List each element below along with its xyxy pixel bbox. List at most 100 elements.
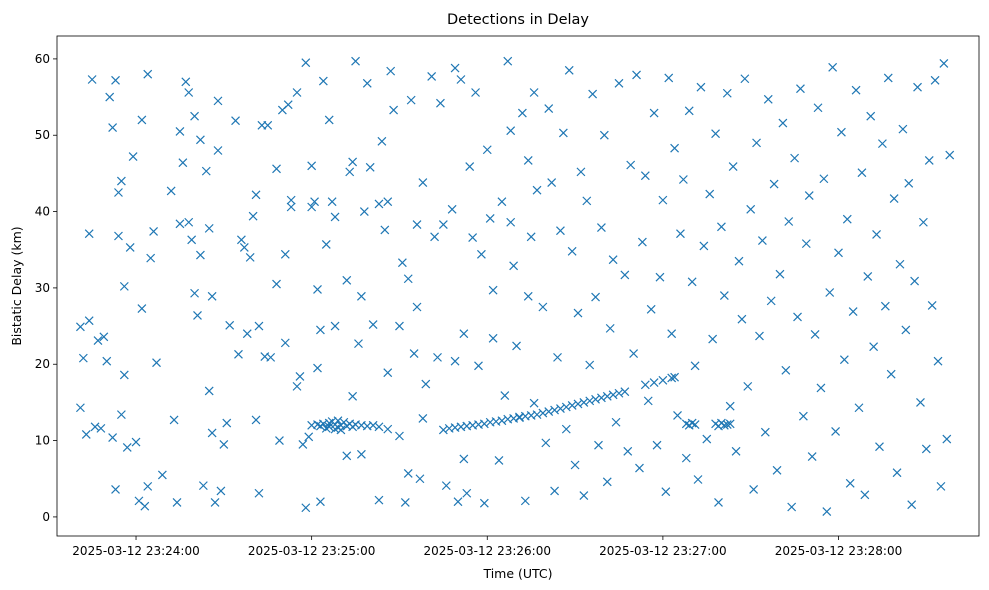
data-point bbox=[102, 356, 112, 366]
data-point bbox=[673, 410, 682, 420]
data-point bbox=[216, 486, 226, 496]
data-point bbox=[447, 204, 457, 214]
y-tick-label: 10 bbox=[35, 434, 50, 448]
data-point bbox=[339, 417, 349, 427]
data-point bbox=[875, 442, 884, 452]
data-point bbox=[263, 120, 273, 130]
data-point bbox=[515, 413, 524, 423]
data-point bbox=[166, 186, 176, 196]
data-point bbox=[872, 230, 881, 239]
data-point bbox=[93, 336, 103, 346]
data-point bbox=[438, 220, 448, 229]
data-point bbox=[254, 321, 264, 331]
data-point bbox=[599, 130, 609, 140]
data-point bbox=[807, 452, 817, 462]
data-point bbox=[87, 75, 97, 84]
data-point bbox=[286, 195, 296, 205]
data-point bbox=[234, 349, 243, 359]
data-point bbox=[304, 432, 314, 442]
data-point bbox=[310, 197, 319, 207]
y-tick-label: 30 bbox=[35, 281, 50, 295]
data-point bbox=[763, 94, 773, 104]
data-point bbox=[816, 383, 826, 393]
data-point bbox=[643, 396, 653, 406]
data-point bbox=[201, 166, 211, 176]
data-point bbox=[687, 277, 697, 287]
data-point bbox=[755, 331, 764, 341]
chart-title: Detections in Delay bbox=[447, 12, 589, 28]
data-point bbox=[374, 495, 384, 505]
data-point bbox=[933, 356, 943, 366]
data-point bbox=[678, 175, 688, 184]
data-point bbox=[348, 391, 358, 401]
data-point bbox=[591, 394, 600, 404]
data-point bbox=[822, 507, 832, 516]
data-point bbox=[96, 423, 106, 433]
data-point bbox=[839, 355, 849, 365]
data-point bbox=[450, 63, 460, 73]
data-point bbox=[500, 391, 510, 400]
data-point bbox=[175, 126, 185, 136]
data-point bbox=[667, 329, 677, 339]
data-point bbox=[348, 157, 358, 167]
data-point bbox=[143, 69, 153, 79]
data-point bbox=[251, 415, 261, 425]
data-point bbox=[119, 370, 129, 380]
data-point bbox=[608, 255, 618, 265]
x-tick-label: 2025-03-12 23:26:00 bbox=[424, 544, 551, 558]
data-point bbox=[397, 258, 407, 268]
data-point bbox=[942, 434, 952, 444]
data-point bbox=[605, 323, 615, 333]
data-point bbox=[570, 460, 580, 470]
data-point bbox=[945, 150, 955, 160]
data-point bbox=[936, 481, 946, 491]
data-point bbox=[272, 279, 281, 289]
data-point bbox=[418, 414, 428, 423]
data-point bbox=[342, 451, 352, 461]
data-point bbox=[307, 161, 317, 171]
data-point bbox=[740, 74, 750, 84]
data-point bbox=[649, 378, 659, 387]
data-point bbox=[711, 129, 720, 139]
data-point bbox=[114, 231, 123, 241]
data-point bbox=[298, 439, 308, 449]
data-point bbox=[395, 321, 404, 331]
data-point bbox=[752, 138, 761, 148]
data-point bbox=[845, 478, 855, 488]
data-point bbox=[693, 475, 703, 484]
data-point bbox=[594, 440, 603, 450]
data-point bbox=[658, 195, 668, 205]
data-point bbox=[75, 403, 85, 413]
data-point bbox=[722, 88, 732, 98]
data-point bbox=[916, 397, 925, 407]
data-point bbox=[90, 422, 100, 432]
data-point bbox=[374, 199, 384, 209]
data-point bbox=[921, 444, 931, 454]
data-point bbox=[576, 167, 586, 177]
y-tick-label: 40 bbox=[35, 205, 50, 219]
data-point bbox=[116, 176, 126, 186]
data-point bbox=[184, 217, 194, 227]
data-point bbox=[892, 468, 902, 478]
data-point bbox=[111, 75, 120, 85]
data-point bbox=[708, 334, 718, 344]
data-point bbox=[681, 453, 691, 463]
data-point bbox=[766, 296, 776, 306]
data-point bbox=[523, 291, 533, 301]
data-point bbox=[582, 196, 592, 206]
data-point bbox=[596, 223, 606, 233]
data-point bbox=[108, 123, 118, 133]
data-point bbox=[78, 353, 88, 363]
data-point bbox=[796, 84, 805, 94]
data-point bbox=[646, 304, 656, 314]
data-point bbox=[901, 325, 911, 335]
data-point bbox=[301, 58, 311, 68]
data-point bbox=[608, 390, 618, 400]
data-point bbox=[316, 497, 325, 507]
data-point bbox=[787, 502, 797, 512]
data-point bbox=[204, 223, 214, 233]
data-point bbox=[479, 419, 489, 429]
data-point bbox=[509, 261, 519, 271]
data-point bbox=[207, 428, 217, 438]
data-point bbox=[421, 379, 431, 389]
